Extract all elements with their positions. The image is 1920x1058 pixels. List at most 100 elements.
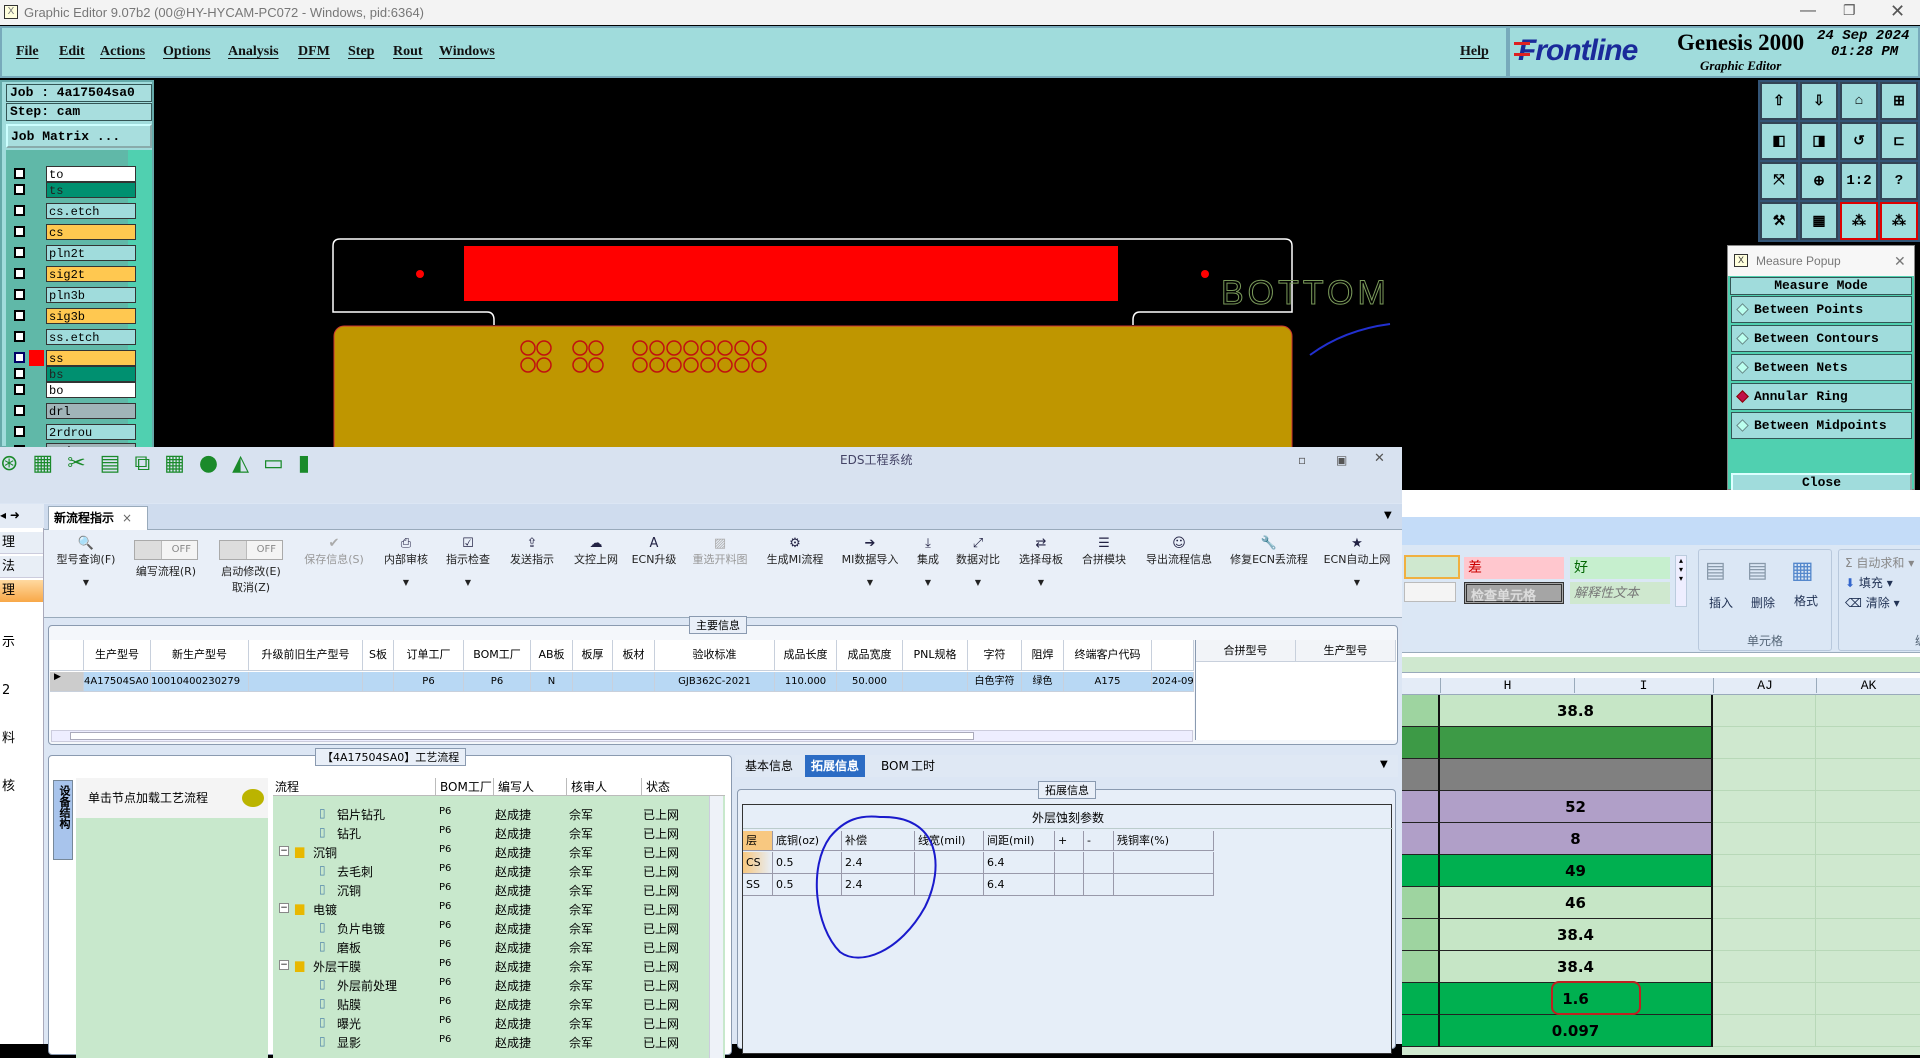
etch-cell[interactable]: CS [743, 852, 773, 874]
close-window-button[interactable]: ✕ [1890, 1, 1906, 21]
cell-h-i-merged[interactable] [1440, 759, 1713, 791]
formula-bar[interactable] [1402, 657, 1920, 673]
off-toggle[interactable]: OFF [134, 540, 198, 560]
layer-checkbox[interactable] [14, 226, 25, 237]
style-explanatory[interactable]: 解释性文本 [1570, 582, 1670, 604]
cell-left[interactable] [1402, 759, 1440, 791]
table-cell[interactable]: 110.000 [775, 672, 837, 692]
cell-aj[interactable] [1713, 919, 1816, 951]
nav-item[interactable]: 示 [2, 635, 16, 650]
menu-help[interactable]: Help [1460, 44, 1489, 59]
tree-row[interactable]: ▯ 曝光 P6 赵成捷 佘军 已上网 [273, 1013, 711, 1032]
cell-ak[interactable] [1816, 759, 1920, 791]
style-bad[interactable]: 差 [1464, 557, 1564, 579]
etch-cell[interactable] [915, 852, 984, 874]
etch-cell[interactable]: 2.4 [842, 852, 915, 874]
ribbon-button-9[interactable]: ▨ 重选开料图 [693, 536, 748, 568]
measure-option-annular-ring[interactable]: Annular Ring [1731, 383, 1912, 410]
cell-ak[interactable] [1816, 1015, 1920, 1047]
scale-button[interactable]: 1:2 [1840, 162, 1878, 200]
table-cell[interactable]: 白色字符 [968, 672, 1022, 692]
ribbon-button-14[interactable]: ⇄ 选择母板 ▼ [1019, 536, 1063, 587]
etch-column-header[interactable]: 残铜率(%) [1114, 831, 1214, 851]
column-header[interactable]: 板材 [613, 640, 655, 671]
dropdown-arrow-icon[interactable]: ▼ [974, 578, 982, 587]
cell-left[interactable] [1402, 887, 1440, 919]
column-header[interactable] [1152, 640, 1194, 671]
tab-new-process[interactable]: 新流程指示 × [48, 506, 148, 530]
column-header-ak[interactable]: AK [1816, 678, 1920, 693]
layer-checkbox[interactable] [14, 331, 25, 342]
tree-vscrollbar[interactable] [709, 796, 723, 1058]
ribbon-button-4[interactable]: ⎙ 内部审核 ▼ [384, 536, 428, 587]
save-up-button[interactable]: ⇧ [1760, 82, 1798, 120]
cell-h-i-merged[interactable]: 38.4 [1440, 951, 1713, 983]
help-button[interactable]: ? [1880, 162, 1918, 200]
etch-cell[interactable] [1055, 852, 1084, 874]
cell-aj[interactable] [1713, 823, 1816, 855]
layer-row-2rdrou[interactable]: 2rdrou [12, 424, 136, 440]
layer-row-ts[interactable]: ts [12, 182, 136, 198]
layer-checkbox[interactable] [14, 268, 25, 279]
tree-row[interactable]: ▯ 铝片钻孔 P6 赵成捷 佘军 已上网 [273, 804, 711, 823]
ribbon-button-7[interactable]: ☁ 文控上网 [574, 536, 618, 568]
etch-cell[interactable] [1055, 874, 1084, 896]
menu-analysis[interactable]: Analysis [228, 44, 279, 59]
layer-checkbox[interactable] [14, 184, 25, 195]
etch-cell[interactable] [1114, 874, 1214, 896]
table-cell[interactable]: GJB362C-2021 [655, 672, 775, 692]
style-cell-normal[interactable] [1404, 555, 1460, 579]
layer-name[interactable]: cs [46, 224, 136, 240]
graphic-canvas[interactable]: BOTTOM [154, 80, 1920, 497]
tree-row[interactable]: − ▆ 电镀 P6 赵成捷 佘军 已上网 [273, 899, 711, 918]
ribbon-button-0[interactable]: 🔍 型号查询(F) ▼ [57, 536, 116, 587]
etch-cell[interactable]: 0.5 [773, 852, 842, 874]
ribbon-button-17[interactable]: 🔧 修复ECN丢流程 [1230, 536, 1308, 568]
cell-ak[interactable] [1816, 695, 1920, 727]
table-cell[interactable] [249, 672, 363, 692]
eds-minimize-button[interactable]: ▫ [1298, 453, 1307, 467]
layer-row-bs[interactable]: bs [12, 366, 136, 382]
nav-item[interactable]: 法 [0, 556, 43, 578]
merge-column-header[interactable]: 合拼型号 [1196, 640, 1296, 662]
fill-button[interactable]: ⬇ 填充 ▾ [1845, 576, 1893, 590]
detail-tab[interactable]: 拓展信息 [805, 755, 866, 777]
column-header[interactable]: 成品宽度 [837, 640, 903, 671]
save-down-button[interactable]: ⇩ [1800, 82, 1838, 120]
menu-dfm[interactable]: DFM [298, 44, 330, 59]
column-header-aj[interactable]: AJ [1713, 678, 1816, 693]
etch-cell[interactable] [1114, 852, 1214, 874]
format-button[interactable]: 格式 [1794, 594, 1819, 608]
cell-left[interactable] [1402, 951, 1440, 983]
etch-column-header[interactable]: + [1055, 831, 1084, 851]
column-header-h[interactable]: H [1440, 678, 1574, 693]
tree-row[interactable]: − ▆ 沉铜 P6 赵成捷 佘军 已上网 [273, 842, 711, 861]
nav-item[interactable]: 理 [0, 532, 43, 554]
dropdown-arrow-icon[interactable]: ▼ [82, 578, 90, 587]
grid-xy-button[interactable]: ⊞ [1880, 82, 1918, 120]
menu-actions[interactable]: Actions [100, 44, 146, 59]
layer-row-bo[interactable]: bo [12, 382, 136, 398]
minimize-button[interactable]: — [1800, 2, 1816, 19]
tree-row[interactable]: ▯ 负片电镀 P6 赵成捷 佘军 已上网 [273, 918, 711, 937]
ribbon-button-16[interactable]: ☺ 导出流程信息 [1146, 536, 1212, 568]
layer-checkbox[interactable] [14, 168, 25, 179]
tab-equipment-structure[interactable]: 设备结构 [53, 780, 73, 860]
layer-name[interactable]: ss.etch [46, 329, 136, 345]
cell-aj[interactable] [1713, 1015, 1816, 1047]
nav-item[interactable]: 核 [2, 779, 16, 794]
table-cell[interactable]: 2024-09 [1152, 672, 1194, 692]
column-header[interactable]: 板厚 [573, 640, 613, 671]
column-header[interactable]: 订单工厂 [394, 640, 464, 671]
dropdown-arrow-icon[interactable]: ▼ [1037, 578, 1045, 587]
column-header[interactable]: 验收标准 [655, 640, 775, 671]
cell-ak[interactable] [1816, 887, 1920, 919]
layer-name[interactable]: pln2t [46, 245, 136, 261]
layer-name[interactable]: drl [46, 403, 136, 419]
zoom-center-button[interactable]: ⊕ [1800, 162, 1838, 200]
layer-name[interactable]: bs [46, 366, 136, 382]
collapse-toggle-icon[interactable]: − [279, 960, 289, 970]
column-header[interactable]: 升级前旧生产型号 [249, 640, 363, 671]
table-cell[interactable] [363, 672, 394, 692]
quick-toolbar-icons[interactable]: ⊛▦✂▤⧉▦●◭▭▮ [0, 451, 324, 476]
